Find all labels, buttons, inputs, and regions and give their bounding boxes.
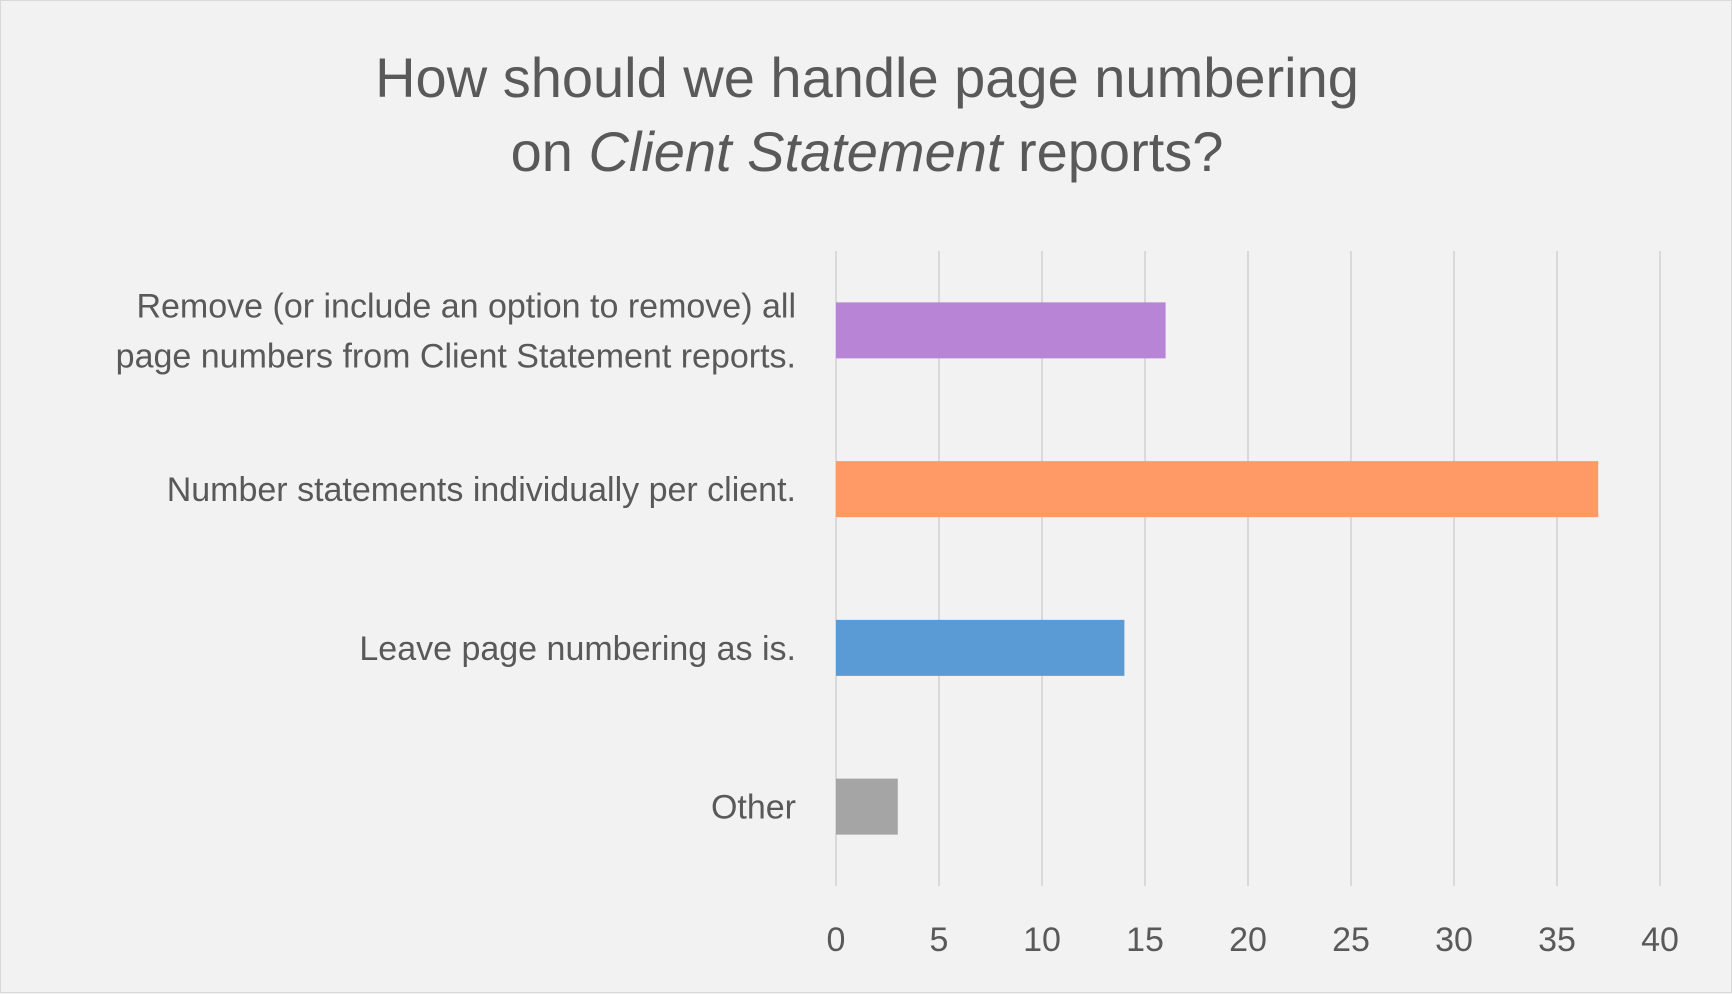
category-label-0-line-1: page numbers from Client Statement repor… bbox=[116, 337, 796, 375]
category-label-3-line-0: Other bbox=[711, 789, 796, 827]
x-tick-label: 15 bbox=[1126, 921, 1164, 959]
chart-title: How should we handle page numbering on C… bbox=[1, 41, 1732, 189]
category-label-2-line-0: Leave page numbering as is. bbox=[359, 630, 796, 668]
x-tick-label: 25 bbox=[1332, 921, 1370, 959]
x-tick-labels: 0 5 10 15 20 25 30 35 40 bbox=[827, 921, 1679, 959]
category-label-1-line-0: Number statements individually per clien… bbox=[167, 471, 796, 509]
bar-2 bbox=[836, 619, 1125, 676]
x-tick-label: 20 bbox=[1229, 921, 1267, 959]
bars bbox=[836, 302, 1599, 835]
chart-title-italic: Client Statement bbox=[588, 120, 1003, 183]
x-tick-label: 10 bbox=[1023, 921, 1061, 959]
category-labels: Remove (or include an option to remove) … bbox=[116, 287, 796, 826]
chart-title-prefix: on bbox=[510, 120, 589, 183]
category-label-0-line-0: Remove (or include an option to remove) … bbox=[136, 287, 796, 325]
x-tick-label: 35 bbox=[1538, 921, 1576, 959]
chart-title-line-2: on Client Statement reports? bbox=[1, 115, 1732, 189]
chart-title-suffix: reports? bbox=[1002, 120, 1224, 183]
chart-title-line-1: How should we handle page numbering bbox=[375, 46, 1359, 109]
bar-3 bbox=[836, 778, 898, 835]
x-tick-label: 5 bbox=[930, 921, 949, 959]
x-tick-label: 30 bbox=[1435, 921, 1473, 959]
bar-0 bbox=[836, 302, 1166, 359]
x-tick-label: 40 bbox=[1641, 921, 1679, 959]
x-tick-label: 0 bbox=[827, 921, 846, 959]
bar-1 bbox=[836, 461, 1599, 518]
